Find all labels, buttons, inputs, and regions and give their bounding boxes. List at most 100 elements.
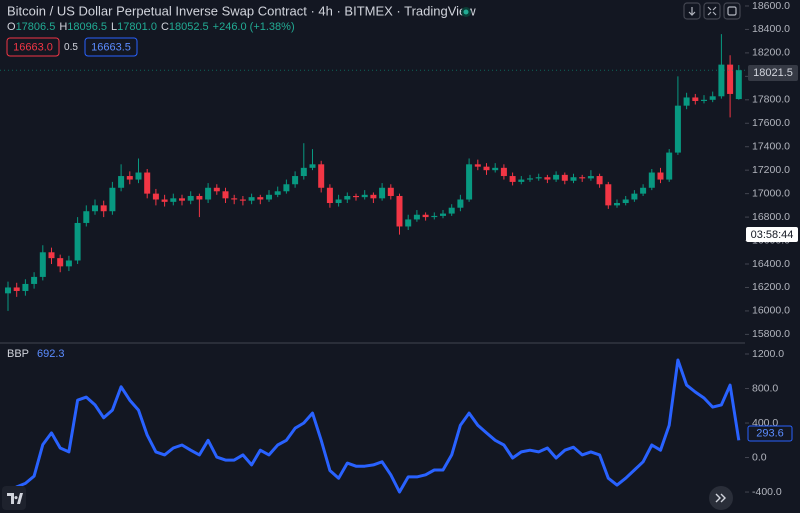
y-tick-label: 18400.0 bbox=[752, 23, 790, 35]
y-tick-label: 17000.0 bbox=[752, 187, 790, 199]
indicator-label-bg bbox=[747, 425, 793, 442]
plot-area: 15800.016000.016200.016400.016600.016800… bbox=[0, 0, 798, 498]
ohlc-label: L bbox=[111, 21, 117, 33]
candle-body bbox=[361, 194, 368, 198]
candle-body bbox=[605, 184, 612, 206]
candle-body bbox=[466, 164, 473, 200]
candle-body bbox=[527, 178, 533, 180]
y-tick-label: 16200.0 bbox=[752, 281, 790, 293]
y-tick-label: 1200.0 bbox=[752, 348, 784, 360]
candle-body bbox=[309, 164, 316, 168]
candle-body bbox=[326, 187, 333, 204]
tv-logo bbox=[2, 486, 26, 510]
candle-body bbox=[213, 187, 220, 192]
candle-body bbox=[535, 177, 542, 179]
fullscreen-button[interactable] bbox=[723, 2, 741, 20]
candle-body bbox=[65, 260, 72, 267]
price-label: 18021.5 bbox=[753, 67, 793, 79]
ohlc-label: H bbox=[59, 21, 67, 33]
ohlc-label: C bbox=[161, 21, 169, 33]
candle-body bbox=[57, 258, 64, 267]
candle-body bbox=[492, 167, 499, 171]
indicator-label: 293.6 bbox=[756, 427, 784, 439]
candle-body bbox=[283, 184, 290, 192]
candle-body bbox=[239, 199, 246, 201]
logo-mark bbox=[7, 493, 23, 504]
scroll-icon bbox=[715, 493, 726, 503]
candle-body bbox=[187, 195, 194, 201]
spread: 0.5 bbox=[64, 42, 78, 53]
ohlc-value: 18052.5 bbox=[169, 21, 209, 33]
candle-body bbox=[683, 97, 690, 106]
countdown-bg bbox=[746, 227, 798, 242]
candle-body bbox=[509, 176, 516, 182]
candle-body bbox=[587, 176, 594, 179]
y-tick-label: 15800.0 bbox=[752, 328, 790, 340]
sell-price[interactable]: 16663.0 bbox=[13, 41, 53, 53]
candle-body bbox=[118, 176, 125, 188]
y-tick-label: 16800.0 bbox=[752, 211, 790, 223]
fullscreen-icon bbox=[727, 6, 737, 16]
buy-box[interactable] bbox=[84, 37, 138, 57]
candle-body bbox=[83, 211, 90, 223]
candle-body bbox=[474, 164, 481, 167]
candle-body bbox=[135, 172, 142, 180]
y-tick-label: 16400.0 bbox=[752, 258, 790, 270]
candle-body bbox=[648, 172, 655, 188]
candle-body bbox=[161, 199, 168, 202]
candle-body bbox=[48, 252, 55, 259]
restore-button[interactable] bbox=[703, 2, 721, 20]
indicator-line bbox=[6, 358, 741, 497]
candle-body bbox=[631, 193, 638, 200]
buy-price[interactable]: 16663.5 bbox=[91, 41, 131, 53]
candle-body bbox=[518, 179, 525, 182]
y-tick-label: 17200.0 bbox=[752, 164, 790, 176]
candle-body bbox=[74, 222, 81, 261]
candle-body bbox=[344, 195, 351, 200]
candle-body bbox=[31, 276, 38, 284]
toolbar-icons bbox=[683, 2, 741, 20]
candle-body bbox=[666, 152, 673, 180]
candle-body bbox=[561, 174, 568, 181]
y-tick-label: 800.0 bbox=[752, 382, 778, 394]
candle-body bbox=[205, 187, 212, 200]
candle-body bbox=[701, 99, 707, 101]
status-dot-inner bbox=[463, 9, 469, 15]
candle-body bbox=[266, 194, 272, 200]
candle-body bbox=[92, 205, 98, 212]
sell-box[interactable] bbox=[6, 37, 60, 57]
candle-body bbox=[579, 177, 586, 179]
candle-body bbox=[379, 187, 386, 199]
down-button[interactable] bbox=[683, 2, 701, 20]
change: +246.0 (+1.38%) bbox=[213, 21, 295, 33]
candle-body bbox=[483, 166, 490, 171]
candle-body bbox=[274, 191, 281, 195]
candle-body bbox=[335, 199, 342, 204]
ohlc-value: 18096.5 bbox=[67, 21, 107, 33]
candle-body bbox=[248, 197, 255, 201]
candle-body bbox=[448, 207, 455, 214]
candle-body bbox=[570, 177, 577, 181]
down-icon bbox=[688, 7, 696, 16]
candle-body bbox=[431, 215, 438, 218]
candle-body bbox=[257, 197, 264, 200]
candle-body bbox=[500, 167, 507, 177]
y-tick-label: 17800.0 bbox=[752, 94, 790, 106]
candle-body bbox=[674, 105, 681, 153]
y-tick-label: -400.0 bbox=[752, 486, 782, 498]
candle-body bbox=[457, 199, 464, 208]
price-label-bg bbox=[748, 65, 798, 81]
candle-body bbox=[353, 195, 359, 198]
candle-body bbox=[22, 283, 29, 291]
candle-body bbox=[718, 64, 725, 97]
countdown: 03:58:44 bbox=[751, 229, 794, 241]
scroll-button[interactable] bbox=[709, 486, 733, 510]
candle-body bbox=[553, 174, 560, 180]
candle-body bbox=[614, 203, 620, 206]
y-tick-label: 0.0 bbox=[752, 451, 767, 463]
candle-body bbox=[222, 191, 229, 199]
candle-body bbox=[126, 176, 133, 180]
candle-body bbox=[396, 195, 403, 227]
candle-body bbox=[318, 164, 325, 188]
